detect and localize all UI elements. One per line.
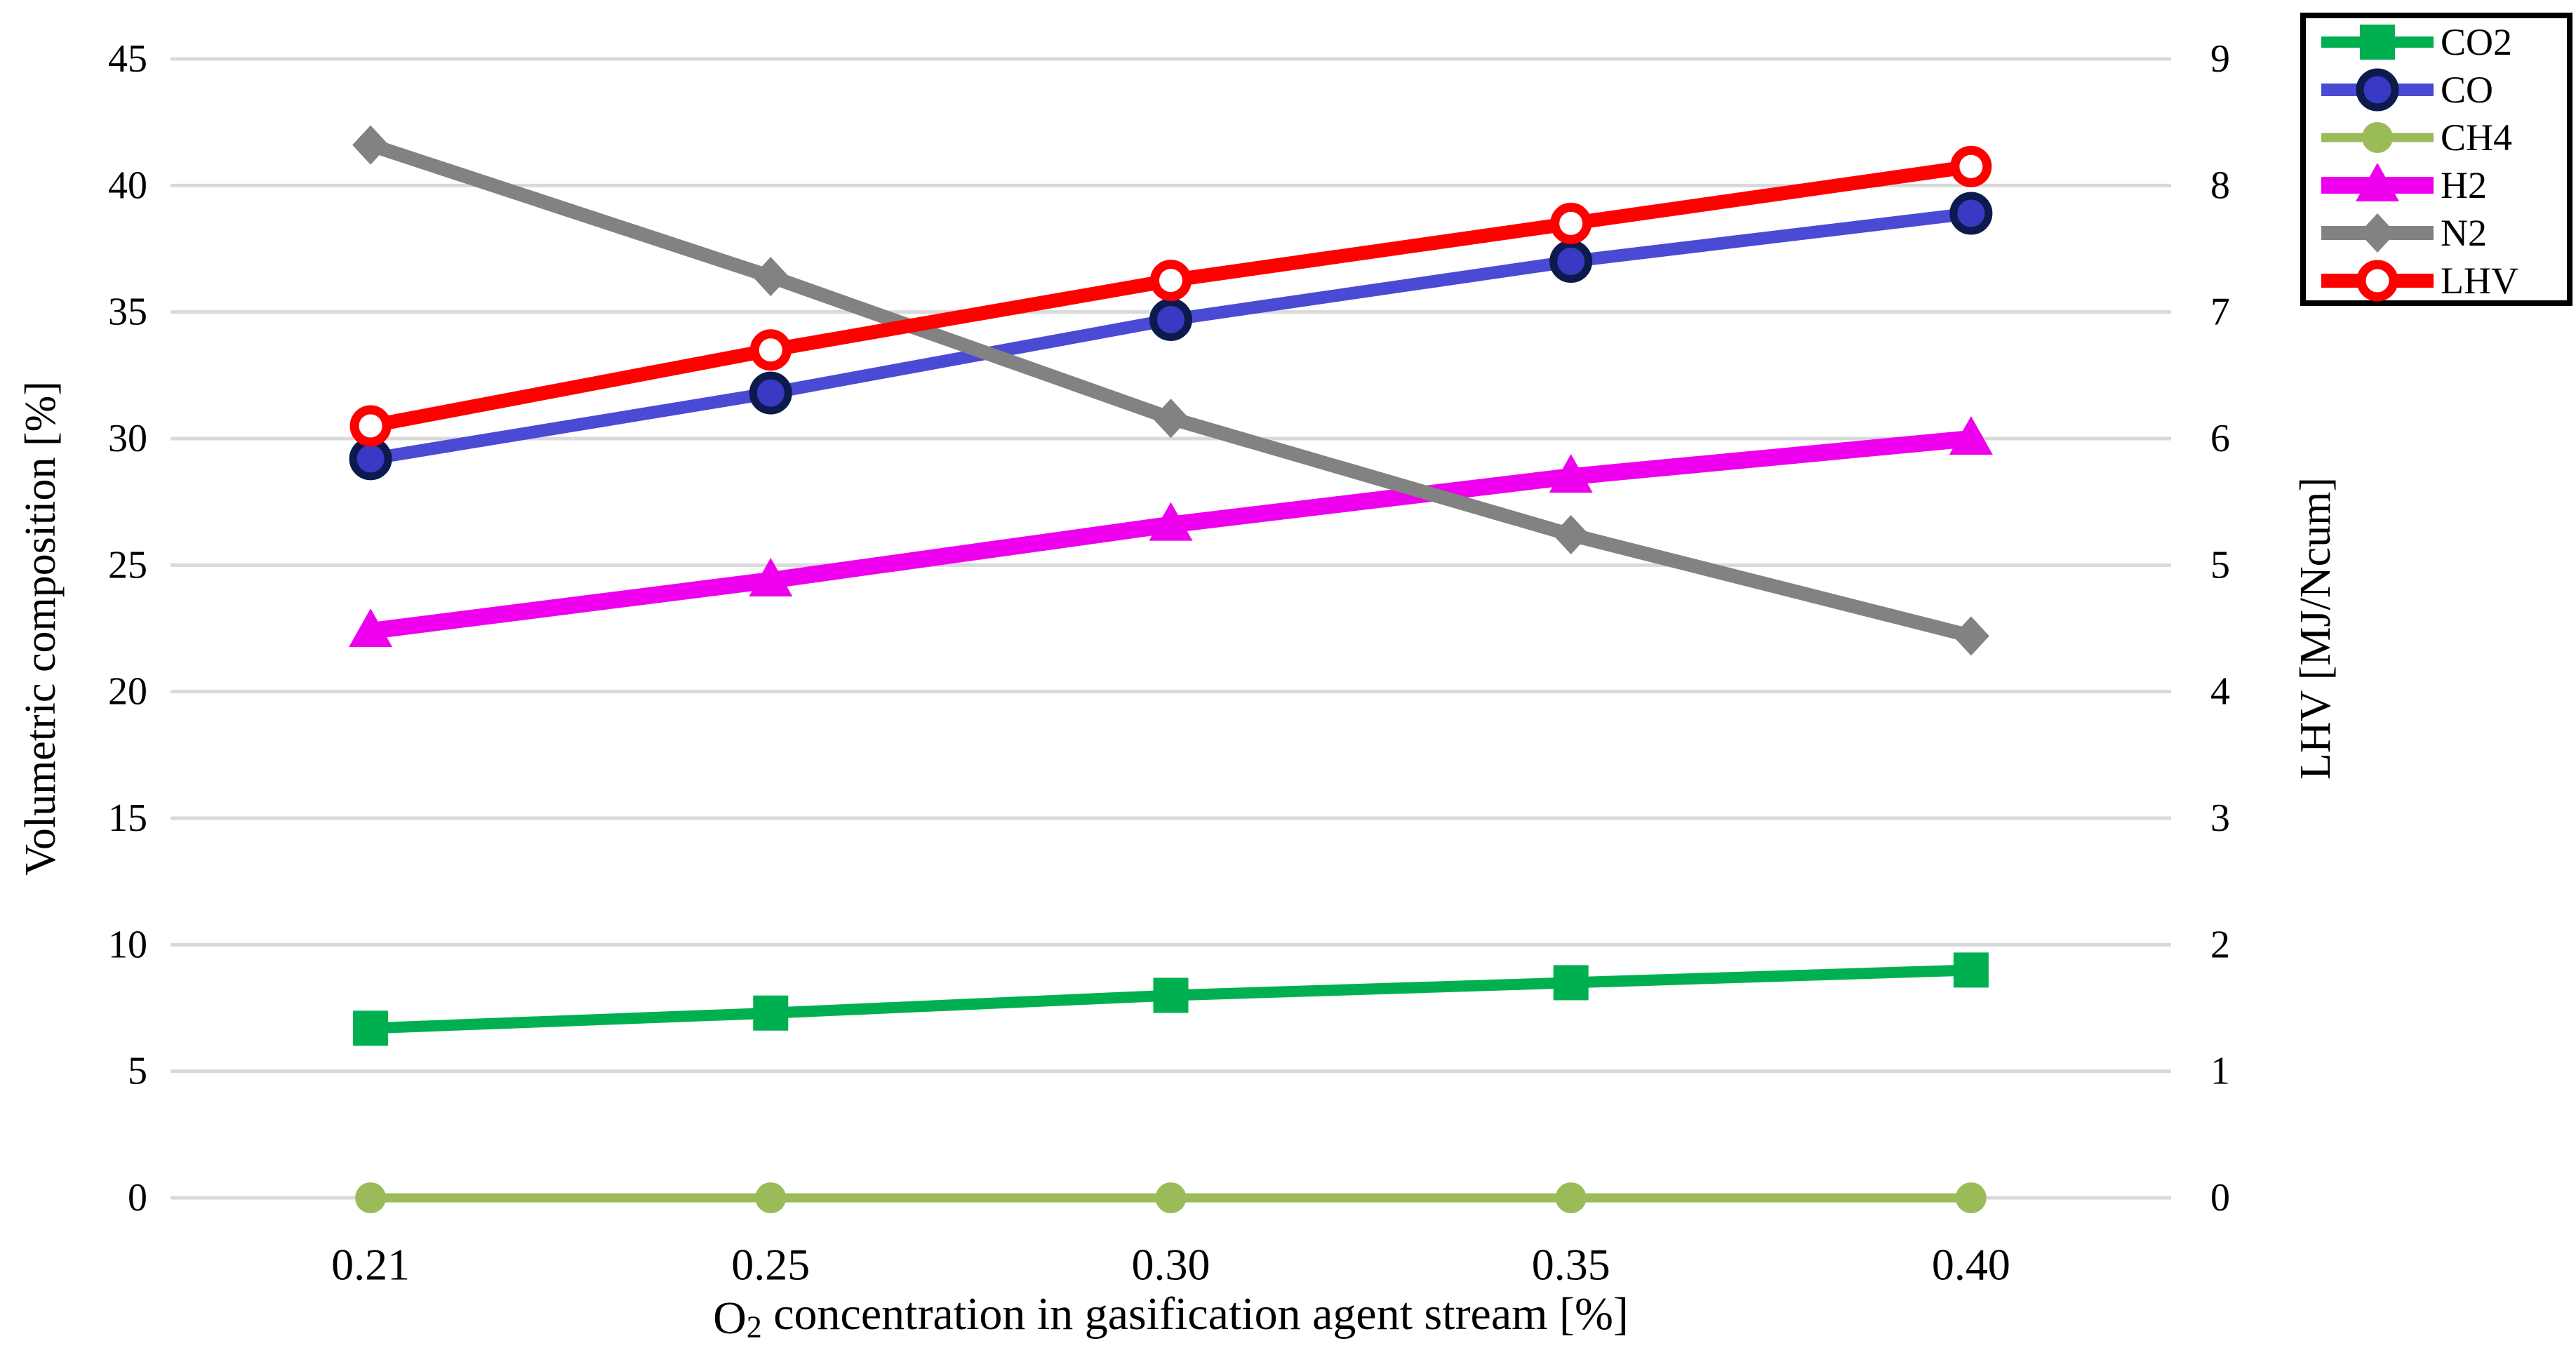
series-H2-marker — [1549, 454, 1593, 493]
legend-label: CO2 — [2441, 21, 2512, 63]
series-N2-marker — [1552, 515, 1589, 555]
legend-item-N2: N2 — [2321, 212, 2487, 254]
left-axis-title: Volumetric composition [%] — [17, 381, 65, 876]
series-CH4-marker — [1555, 1182, 1587, 1213]
legend-item-H2: H2 — [2321, 163, 2487, 206]
series-LHV-marker — [1150, 260, 1192, 302]
x-axis-tick-label: 0.21 — [331, 1240, 410, 1290]
series-LHV-marker — [1950, 145, 1992, 187]
right-axis-tick-label: 1 — [2210, 1050, 2230, 1093]
series-H2-marker — [349, 608, 393, 648]
legend-marker-N2 — [2359, 213, 2396, 253]
series-N2-marker — [752, 257, 789, 297]
series-LHV-marker — [1550, 202, 1592, 244]
series-CO2-marker — [753, 995, 789, 1031]
right-axis-ticks: 9 8 7 6 5 4 3 2 1 0 — [2210, 37, 2230, 1220]
series-CO-marker — [1949, 192, 1993, 235]
right-axis-tick-label: 8 — [2210, 163, 2230, 207]
legend-label: H2 — [2441, 164, 2487, 206]
legend-marker-CO2 — [2360, 25, 2395, 60]
left-axis-tick-label: 35 — [108, 291, 147, 334]
series-CO2-marker — [353, 1010, 389, 1046]
series-CO-marker — [1149, 298, 1192, 341]
x-axis-title: O2 concentration in gasification agent s… — [713, 1288, 1629, 1343]
right-axis-tick-label: 6 — [2210, 417, 2230, 460]
right-axis-tick-label: 2 — [2210, 923, 2230, 966]
legend-label: N2 — [2441, 212, 2487, 254]
legend-marker-LHV — [2356, 260, 2398, 302]
left-axis-tick-label: 0 — [128, 1176, 147, 1220]
right-axis-title: LHV [MJ/Ncum] — [2292, 477, 2340, 780]
right-axis-tick-label: 4 — [2210, 670, 2230, 714]
series-N2-marker — [1952, 616, 1989, 656]
right-axis-tick-label: 0 — [2210, 1176, 2230, 1220]
right-axis-tick-label: 7 — [2210, 291, 2230, 334]
left-axis-tick-label: 10 — [108, 923, 147, 966]
legend-marker-H2 — [2356, 163, 2399, 201]
series-LHV-marker — [749, 329, 792, 371]
left-axis-tick-label: 45 — [108, 37, 147, 81]
series-H2-marker — [749, 557, 793, 596]
series-CO2-marker — [1953, 952, 1989, 988]
x-axis-tick-label: 0.40 — [1932, 1240, 2010, 1290]
series-CO2-marker — [1153, 977, 1189, 1013]
series-CO2-marker — [1553, 965, 1589, 1001]
series-H2-marker — [1949, 416, 1993, 455]
legend-box — [2300, 13, 2572, 306]
legend-item-CO2: CO2 — [2321, 21, 2512, 63]
left-axis-tick-label: 40 — [108, 163, 147, 207]
series-CO-marker — [1549, 240, 1593, 283]
legend-item-LHV: LHV — [2321, 260, 2518, 302]
right-axis-tick-label: 5 — [2210, 543, 2230, 587]
right-axis-tick-label: 9 — [2210, 37, 2230, 81]
x-axis-tick-label: 0.35 — [1532, 1240, 1610, 1290]
legend: CO2 CO CH4 H2 N2 LHV — [2300, 13, 2572, 306]
right-axis-tick-label: 3 — [2210, 796, 2230, 840]
series-CH4 — [355, 1182, 1987, 1213]
series-CH4-marker — [755, 1182, 787, 1213]
series-CH4-marker — [1955, 1182, 1987, 1213]
legend-marker-CO — [2356, 68, 2399, 112]
series-N2-marker — [1152, 399, 1189, 439]
series-LHV — [349, 145, 1992, 447]
series-LHV-marker — [349, 405, 392, 447]
series-H2-marker — [1149, 502, 1193, 541]
series-CH4-marker — [355, 1182, 387, 1213]
series-CH4-marker — [1155, 1182, 1187, 1213]
series-N2 — [352, 125, 1989, 656]
legend-item-CH4: CH4 — [2321, 116, 2512, 159]
legend-item-CO: CO — [2321, 68, 2493, 112]
x-axis-tick-label: 0.30 — [1132, 1240, 1210, 1290]
legend-label: CH4 — [2441, 116, 2512, 159]
series-CO2 — [353, 952, 1989, 1046]
left-axis-tick-label: 25 — [108, 543, 147, 587]
legend-label: CO — [2441, 69, 2493, 111]
left-axis-tick-label: 20 — [108, 670, 147, 714]
left-axis-ticks: 45 40 35 30 25 20 15 10 5 0 — [108, 37, 147, 1220]
x-axis-ticks: 0.21 0.25 0.30 0.35 0.40 — [331, 1240, 2010, 1290]
series-N2-marker — [352, 125, 389, 165]
left-axis-tick-label: 30 — [108, 417, 147, 460]
series-CO-marker — [749, 371, 792, 415]
left-axis-tick-label: 15 — [108, 796, 147, 840]
x-axis-tick-label: 0.25 — [731, 1240, 810, 1290]
legend-marker-CH4 — [2362, 122, 2393, 153]
left-axis-tick-label: 5 — [128, 1050, 147, 1093]
legend-label: LHV — [2441, 260, 2518, 302]
series-H2 — [349, 416, 1993, 648]
